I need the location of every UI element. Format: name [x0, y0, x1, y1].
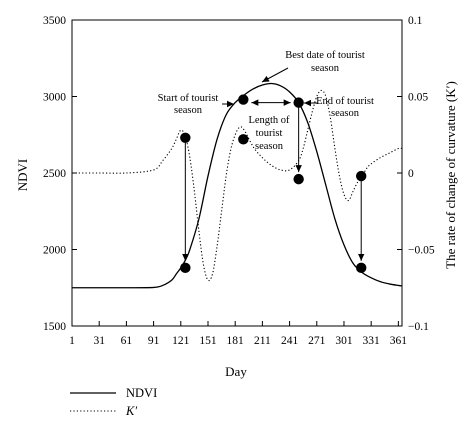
legend: NDVI K′	[70, 386, 157, 418]
x-tick-label: 301	[335, 335, 353, 347]
end-label-line2: season	[331, 108, 360, 119]
y-right-tick-label: 0	[408, 168, 414, 180]
end-label-line1: End of tourist	[316, 96, 374, 107]
y-left-tick-label: 1500	[43, 321, 66, 333]
x-tick-label: 211	[254, 335, 271, 347]
y-left-tick-label: 2000	[43, 245, 66, 257]
start-label-line2: season	[174, 105, 203, 116]
y-left-tick-label: 3500	[43, 15, 66, 27]
y-left-axis-title: NDVI	[15, 159, 30, 192]
y-right-tick-label: −0.1	[408, 321, 429, 333]
x-tick-label: 331	[363, 335, 381, 347]
y-right-axis-title: The rate of change of curvature (K′)	[443, 81, 458, 269]
y-left-tick-label: 3000	[43, 92, 66, 104]
legend-ndvi-label: NDVI	[126, 386, 157, 400]
y-right-tick-label: −0.05	[408, 245, 435, 257]
length-label-line3: season	[255, 141, 284, 152]
best-date-annotation: Best date of tourist season	[261, 50, 365, 83]
x-tick-label: 151	[199, 335, 217, 347]
length-annotation: Length of tourist season	[248, 115, 290, 152]
kprime-start-marker	[180, 132, 191, 144]
y-left-tick-label: 2500	[43, 168, 66, 180]
ndvi-season-end-marker	[293, 97, 304, 108]
legend-kprime-label: K′	[125, 404, 137, 418]
x-tick-label: 241	[281, 335, 299, 347]
y-right-tick-label: 0.05	[408, 92, 428, 104]
best-date-label-line1: Best date of tourist	[285, 50, 365, 61]
x-tick-label: 61	[121, 335, 133, 347]
plot-frame	[71, 19, 403, 327]
x-tick-label: 181	[227, 335, 245, 347]
ndvi-season-start-marker	[238, 94, 249, 105]
x-tick-label: 121	[172, 335, 190, 347]
x-tick-label: 91	[148, 335, 160, 347]
length-label-line1: Length of	[248, 115, 290, 126]
x-tick-label: 1	[69, 335, 75, 347]
ndvi-end-marker	[356, 262, 367, 274]
length-label-line2: tourist	[256, 128, 283, 139]
x-tick-label: 31	[93, 335, 105, 347]
kprime-season-start-marker	[238, 134, 249, 145]
x-tick-label: 271	[308, 335, 326, 347]
kprime-end-marker	[356, 170, 367, 182]
start-annotation: Start of tourist season	[158, 93, 234, 116]
y-right-tick-label: 0.1	[408, 15, 423, 27]
kprime-season-end-marker	[293, 173, 304, 185]
ndvi-start-marker	[180, 262, 191, 274]
start-label-line1: Start of tourist	[158, 93, 219, 104]
x-axis-title: Day	[225, 364, 247, 379]
end-annotation: End of tourist season	[304, 96, 374, 119]
x-tick-label: 361	[390, 335, 408, 347]
best-date-label-line2: season	[311, 63, 340, 74]
best-date-pointer	[261, 67, 289, 83]
